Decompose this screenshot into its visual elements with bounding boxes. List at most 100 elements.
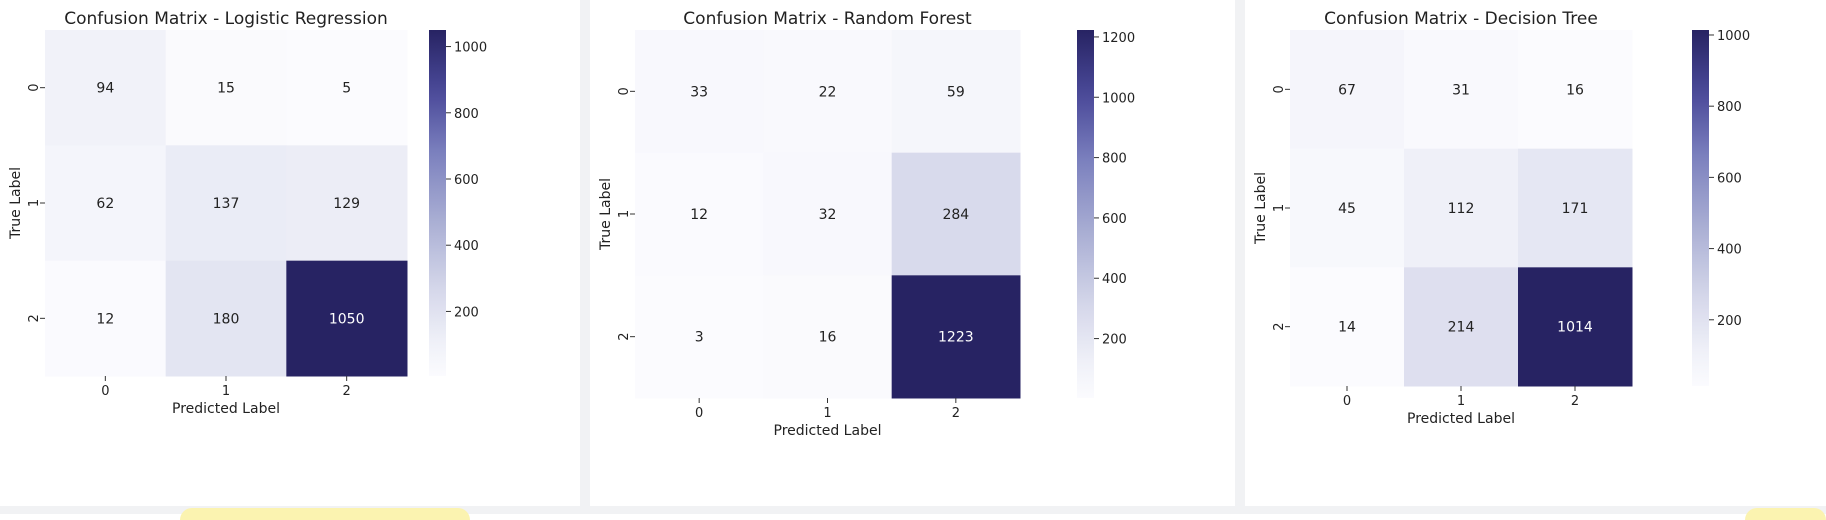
x-tick-label: 2 bbox=[1571, 394, 1579, 409]
colorbar-tick-label: 1000 bbox=[454, 41, 487, 56]
y-axis-label: True Label bbox=[8, 167, 24, 240]
colorbar-tick-label: 200 bbox=[454, 305, 479, 320]
y-tick-label: 1 bbox=[27, 199, 42, 207]
heatmap-cell bbox=[763, 152, 893, 276]
heatmap-cell bbox=[635, 30, 764, 154]
heatmap-cell bbox=[1404, 30, 1519, 150]
cell-value: 67 bbox=[1338, 82, 1356, 98]
heatmap-cell bbox=[1518, 30, 1633, 150]
x-tick-label: 2 bbox=[952, 406, 960, 421]
cell-value: 16 bbox=[819, 330, 837, 346]
cell-value: 129 bbox=[333, 196, 360, 212]
y-axis-label: True Label bbox=[598, 178, 614, 251]
highlight-tab bbox=[180, 508, 470, 520]
heatmap-cell bbox=[891, 152, 1021, 276]
bottom-strip bbox=[0, 506, 1826, 514]
colorbar-tick-label: 400 bbox=[1717, 243, 1742, 258]
heatmap-cell bbox=[45, 30, 167, 146]
heatmap-cell bbox=[286, 145, 408, 262]
highlight-tab bbox=[1745, 508, 1826, 520]
heatmap-cell bbox=[635, 275, 764, 399]
chart-title: Confusion Matrix - Decision Tree bbox=[1324, 9, 1598, 29]
colorbar bbox=[1692, 30, 1709, 386]
colorbar-tick-label: 1000 bbox=[1717, 29, 1750, 44]
colorbar-tick-label: 800 bbox=[1102, 152, 1127, 167]
cell-value: 1223 bbox=[938, 330, 974, 346]
colorbar-tick-label: 400 bbox=[1102, 272, 1127, 287]
heatmap-cell bbox=[1290, 148, 1405, 268]
colorbar bbox=[1077, 30, 1094, 398]
panel-divider bbox=[1235, 0, 1245, 514]
panel-decision-tree: Confusion Matrix - Decision Tree 67 31 16 45… bbox=[1245, 0, 1826, 514]
y-axis-label: True Label bbox=[1253, 172, 1269, 245]
cell-value: 33 bbox=[690, 84, 708, 100]
x-tick-label: 0 bbox=[101, 384, 109, 399]
cell-value: 214 bbox=[1448, 320, 1475, 336]
cell-value: 137 bbox=[213, 196, 240, 212]
heatmap-cell bbox=[1404, 148, 1519, 268]
heatmap-cell bbox=[45, 145, 167, 262]
panel-logistic-regression: Confusion Matrix - Logistic Regression 94… bbox=[0, 0, 580, 514]
colorbar-tick-label: 800 bbox=[1717, 100, 1742, 115]
y-tick-label: 0 bbox=[27, 84, 42, 92]
cell-value: 3 bbox=[695, 330, 704, 346]
heatmap-cell bbox=[1290, 30, 1405, 150]
heatmap-cell bbox=[165, 260, 287, 377]
cell-value: 12 bbox=[96, 311, 114, 327]
cell-value: 32 bbox=[819, 207, 837, 223]
cell-value: 1014 bbox=[1557, 320, 1593, 336]
heatmap-cell bbox=[1518, 148, 1633, 268]
cell-value: 180 bbox=[213, 311, 240, 327]
colorbar-tick-label: 1200 bbox=[1102, 31, 1135, 46]
heatmap-cell bbox=[165, 145, 287, 262]
y-tick-label: 2 bbox=[617, 333, 632, 341]
cell-value: 31 bbox=[1452, 82, 1470, 98]
heatmap-cell bbox=[891, 275, 1021, 399]
colorbar bbox=[429, 30, 446, 376]
cell-value: 22 bbox=[819, 84, 837, 100]
chart-title: Confusion Matrix - Random Forest bbox=[683, 9, 972, 29]
y-tick-label: 0 bbox=[1272, 85, 1287, 93]
cell-value: 171 bbox=[1562, 201, 1589, 217]
x-tick-label: 0 bbox=[1343, 394, 1351, 409]
heatmap-cell bbox=[286, 260, 408, 377]
colorbar-tick-label: 600 bbox=[1102, 212, 1127, 227]
chart-title: Confusion Matrix - Logistic Regression bbox=[64, 9, 388, 29]
cell-value: 12 bbox=[690, 207, 708, 223]
cell-value: 45 bbox=[1338, 201, 1356, 217]
cell-value: 284 bbox=[942, 207, 969, 223]
y-tick-label: 2 bbox=[27, 314, 42, 322]
y-tick-label: 1 bbox=[617, 210, 632, 218]
heatmap-decision-tree: Confusion Matrix - Decision Tree 67 31 16 45… bbox=[1253, 9, 1750, 427]
x-tick-label: 0 bbox=[695, 406, 703, 421]
heatmap-cell bbox=[45, 260, 167, 377]
cell-value: 1050 bbox=[329, 311, 365, 327]
cell-value: 94 bbox=[96, 81, 114, 97]
colorbar-tick-label: 600 bbox=[1717, 171, 1742, 186]
colorbar-tick-label: 800 bbox=[454, 107, 479, 122]
y-tick-label: 1 bbox=[1272, 204, 1287, 212]
heatmap-cell bbox=[891, 30, 1021, 154]
heatmap-cell bbox=[286, 30, 408, 146]
cell-value: 14 bbox=[1338, 320, 1356, 336]
cell-value: 16 bbox=[1566, 82, 1584, 98]
y-tick-label: 0 bbox=[617, 87, 632, 95]
panel-divider bbox=[580, 0, 590, 514]
colorbar-tick-label: 200 bbox=[1717, 314, 1742, 329]
cell-value: 5 bbox=[342, 81, 351, 97]
cell-value: 62 bbox=[96, 196, 114, 212]
x-tick-label: 1 bbox=[823, 406, 831, 421]
x-tick-label: 1 bbox=[222, 384, 230, 399]
y-tick-label: 2 bbox=[1272, 323, 1287, 331]
heatmap-cell bbox=[1290, 267, 1405, 387]
x-tick-label: 1 bbox=[1457, 394, 1465, 409]
x-axis-label: Predicted Label bbox=[774, 423, 882, 439]
heatmap-cell bbox=[1518, 267, 1633, 387]
cell-value: 59 bbox=[947, 84, 965, 100]
heatmap-cell bbox=[635, 152, 764, 276]
panel-random-forest: Confusion Matrix - Random Forest 33 22 59 12… bbox=[590, 0, 1235, 514]
heatmap-cell bbox=[763, 30, 893, 154]
heatmap-cell bbox=[1404, 267, 1519, 387]
heatmap-cell bbox=[763, 275, 893, 399]
